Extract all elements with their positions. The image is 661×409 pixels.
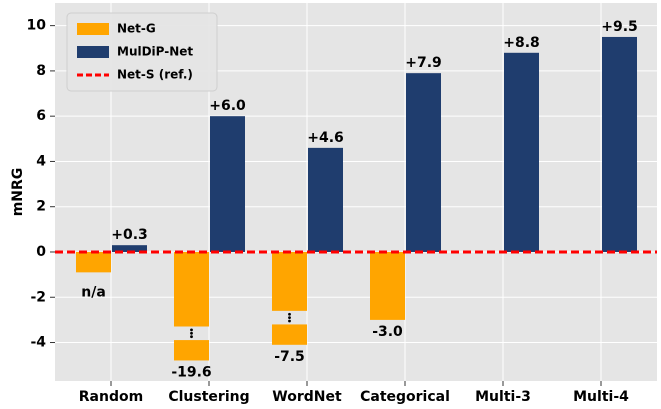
bar (504, 52, 539, 252)
bar (210, 116, 245, 252)
legend-label: Net-G (117, 22, 156, 36)
x-tick-label: Random (79, 389, 143, 405)
x-tick-label: Multi-4 (573, 389, 629, 405)
break-dot (288, 319, 291, 323)
break-dot (190, 331, 193, 335)
y-tick-label: 10 (27, 18, 47, 34)
x-tick-label: Categorical (360, 389, 450, 405)
bar (602, 36, 637, 252)
break-dot (288, 316, 291, 320)
break-dot (190, 335, 193, 339)
bar (370, 251, 405, 320)
broken-bar (272, 251, 307, 345)
x-tick-label: WordNet (272, 389, 342, 405)
legend-label: MulDiP-Net (117, 45, 193, 59)
y-tick-label: 8 (36, 63, 46, 79)
legend-swatch (77, 23, 109, 35)
data-label: +7.9 (405, 55, 442, 71)
x-tick-label: Multi-3 (475, 389, 531, 405)
y-tick-label: 4 (36, 153, 46, 169)
bar (406, 73, 441, 252)
bar (76, 251, 111, 273)
x-tick-label: Clustering (168, 389, 249, 405)
bar (112, 245, 147, 252)
annotation: n/a (81, 284, 106, 300)
bar (308, 147, 343, 252)
y-tick-label: -2 (30, 289, 46, 305)
y-axis-label: mNRG (10, 168, 26, 217)
legend-swatch (77, 46, 109, 58)
bar-segment (174, 340, 209, 361)
y-tick-label: 6 (36, 108, 46, 124)
data-label: -19.6 (171, 364, 211, 380)
bar-segment (174, 251, 209, 327)
break-dot (288, 312, 291, 316)
bar-segment (272, 324, 307, 345)
data-label: -3.0 (372, 324, 403, 340)
break-dot (190, 328, 193, 332)
data-label: +0.3 (111, 227, 148, 243)
y-tick-label: 2 (36, 199, 46, 215)
broken-bar (174, 251, 209, 361)
legend-label: Net-S (ref.) (117, 68, 193, 82)
y-tick-label: 0 (36, 244, 46, 260)
y-tick-label: -4 (30, 335, 46, 351)
data-label: -7.5 (274, 349, 305, 365)
data-label: +6.0 (209, 98, 246, 114)
bar-segment (272, 251, 307, 311)
data-label: +8.8 (503, 35, 540, 51)
data-label: +9.5 (601, 19, 638, 35)
data-label: +4.6 (307, 130, 344, 146)
